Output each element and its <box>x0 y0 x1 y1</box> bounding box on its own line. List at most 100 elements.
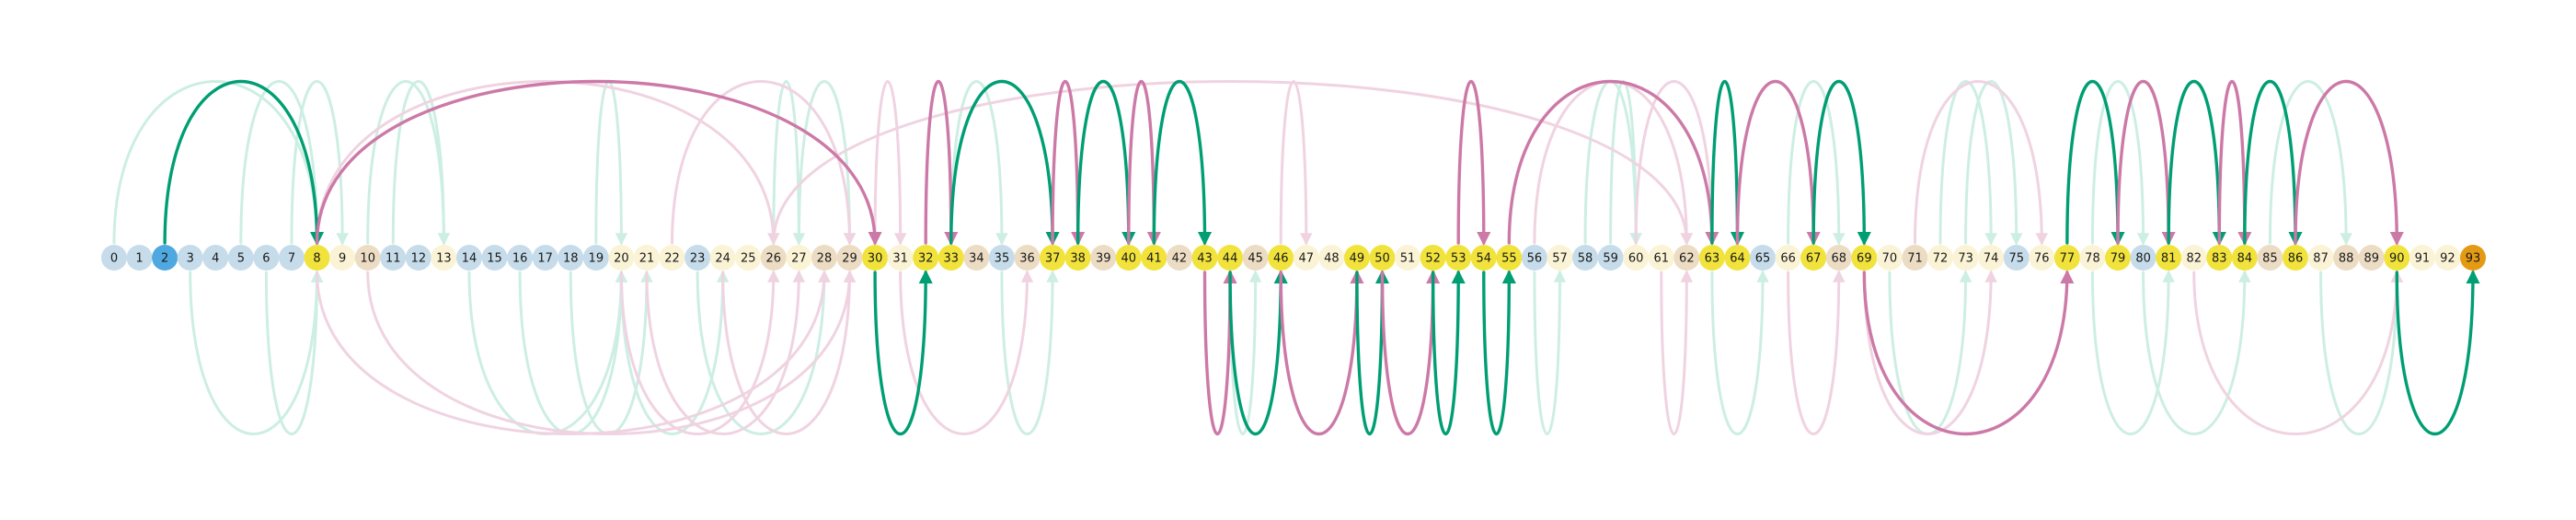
edge-71-76 <box>1913 80 2049 246</box>
node-circle-78 <box>2079 245 2106 271</box>
edge-33-35 <box>949 80 1008 246</box>
node-label-81: 81 <box>2161 252 2177 266</box>
node-45: 45 <box>1242 245 1269 271</box>
node-label-93: 93 <box>2466 252 2481 266</box>
node-label-7: 7 <box>288 252 295 266</box>
node-label-54: 54 <box>1477 252 1492 266</box>
edge-85-88 <box>2268 80 2352 246</box>
node-circle-51 <box>1395 245 1421 271</box>
edge-44-46 <box>1228 269 1288 435</box>
node-label-17: 17 <box>537 252 553 266</box>
node-75: 75 <box>2003 245 2030 271</box>
node-11: 11 <box>380 245 407 271</box>
node-label-72: 72 <box>1933 252 1949 266</box>
node-circle-64 <box>1724 245 1751 271</box>
node-42: 42 <box>1166 245 1192 271</box>
node-29: 29 <box>836 245 863 271</box>
edge-86-90 <box>2294 80 2404 247</box>
edge-46-47 <box>1279 80 1313 246</box>
edge-50-52 <box>1380 269 1441 435</box>
node-14: 14 <box>455 245 482 271</box>
node-58: 58 <box>1572 245 1599 271</box>
node-label-26: 26 <box>766 252 782 266</box>
node-74: 74 <box>1978 245 2005 271</box>
node-circle-59 <box>1597 245 1624 271</box>
node-79: 79 <box>2105 245 2132 271</box>
edge-69-74 <box>1862 270 1997 435</box>
node-circle-48 <box>1318 245 1345 271</box>
edge-20-26 <box>619 270 780 435</box>
edge-63-64 <box>1710 80 1745 247</box>
node-label-41: 41 <box>1146 252 1162 266</box>
node-circle-89 <box>2358 245 2385 271</box>
edge-31-36 <box>899 270 1034 435</box>
node-47: 47 <box>1293 245 1319 271</box>
node-label-48: 48 <box>1324 252 1340 266</box>
edge-24-29 <box>721 270 857 435</box>
node-circle-56 <box>1521 245 1547 271</box>
edge-55-63 <box>1507 80 1719 247</box>
node-43: 43 <box>1191 245 1218 271</box>
node-label-38: 38 <box>1070 252 1086 266</box>
node-label-5: 5 <box>237 252 245 266</box>
node-label-13: 13 <box>436 252 452 266</box>
node-68: 68 <box>1825 245 1852 271</box>
node-circle-31 <box>887 245 914 271</box>
node-circle-46 <box>1268 245 1294 271</box>
node-circle-35 <box>988 245 1015 271</box>
edge-2-8 <box>163 79 325 247</box>
edge-87-90 <box>2319 270 2404 435</box>
node-1: 1 <box>126 245 153 271</box>
node-label-74: 74 <box>1984 252 1999 266</box>
edge-40-41 <box>1127 80 1162 247</box>
node-label-14: 14 <box>462 252 477 266</box>
node-50: 50 <box>1369 245 1396 271</box>
node-label-62: 62 <box>1679 252 1695 266</box>
node-label-1: 1 <box>135 252 143 266</box>
node-label-56: 56 <box>1527 252 1543 266</box>
edge-33-37 <box>949 80 1060 247</box>
node-0: 0 <box>101 245 127 271</box>
node-label-18: 18 <box>563 252 579 266</box>
node-circle-0 <box>101 245 127 271</box>
node-40: 40 <box>1115 245 1142 271</box>
node-16: 16 <box>507 245 534 271</box>
node-87: 87 <box>2307 245 2334 271</box>
node-label-12: 12 <box>411 252 427 266</box>
node-label-51: 51 <box>1400 252 1416 266</box>
node-label-30: 30 <box>868 252 883 266</box>
node-54: 54 <box>1470 245 1497 271</box>
node-33: 33 <box>937 245 964 271</box>
node-circle-4 <box>202 245 229 271</box>
node-label-52: 52 <box>1425 252 1441 266</box>
node-circle-88 <box>2333 245 2360 271</box>
node-circle-68 <box>1825 245 1852 271</box>
edge-78-80 <box>2090 80 2150 246</box>
node-label-88: 88 <box>2339 252 2354 266</box>
node-circle-25 <box>735 245 762 271</box>
node-label-71: 71 <box>1907 252 1923 266</box>
node-label-77: 77 <box>2060 252 2076 266</box>
edge-6-8 <box>264 270 324 435</box>
edge-80-84 <box>2142 270 2251 435</box>
edge-23-28 <box>696 270 831 435</box>
node-circle-81 <box>2156 245 2182 271</box>
node-circle-47 <box>1293 245 1319 271</box>
node-label-35: 35 <box>995 252 1010 266</box>
node-circle-36 <box>1014 245 1041 271</box>
node-circle-70 <box>1876 245 1903 271</box>
node-90: 90 <box>2384 245 2410 271</box>
node-circle-33 <box>937 245 964 271</box>
node-label-4: 4 <box>212 252 219 266</box>
node-circle-79 <box>2105 245 2132 271</box>
node-30: 30 <box>862 245 889 271</box>
edge-53-54 <box>1456 80 1491 247</box>
node-circle-5 <box>227 245 254 271</box>
node-label-87: 87 <box>2313 252 2329 266</box>
node-label-92: 92 <box>2440 252 2455 266</box>
node-label-15: 15 <box>487 252 502 266</box>
node-label-80: 80 <box>2135 252 2151 266</box>
edge-26-27 <box>772 80 806 246</box>
node-78: 78 <box>2079 245 2106 271</box>
node-circle-50 <box>1369 245 1396 271</box>
